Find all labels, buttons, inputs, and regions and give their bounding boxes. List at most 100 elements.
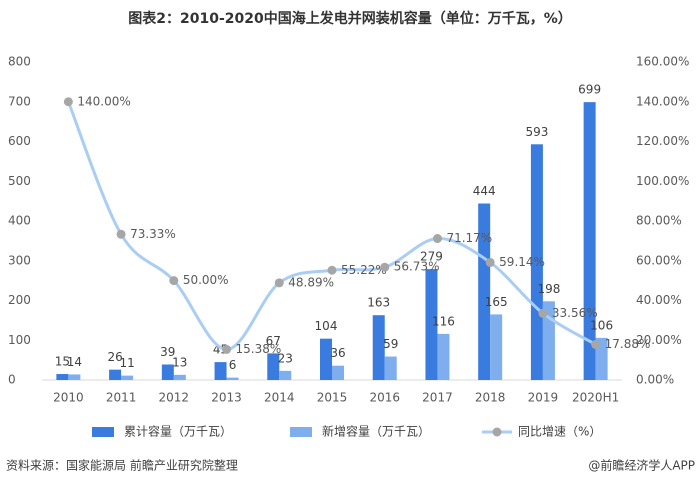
line-marker [274, 278, 284, 288]
legend-label: 同比增速（%） [518, 425, 601, 439]
legend-swatch [290, 427, 312, 437]
bar [425, 269, 438, 380]
bar-label: 59 [383, 337, 398, 351]
y2-tick-label: 40.00% [636, 293, 682, 307]
line-marker [538, 308, 548, 318]
line-marker [432, 234, 442, 244]
y2-tick-label: 0.00% [636, 373, 674, 387]
bar [320, 338, 332, 380]
legend-label: 新增容量（万千瓦） [322, 424, 430, 439]
line [66, 101, 597, 351]
line-label: 59.14% [499, 255, 545, 269]
legend-swatch [92, 427, 114, 437]
line-marker [380, 262, 390, 272]
y2-tick-label: 80.00% [636, 214, 682, 228]
bar [279, 370, 292, 380]
chart-title: 图表2：2010-2020中国海上发电并网装机容量（单位：万千瓦，%） [128, 10, 572, 27]
bar [267, 353, 280, 380]
x-tick-label: 2014 [264, 391, 295, 405]
credit: @前瞻经济学人APP [588, 458, 695, 473]
line-label: 71.17% [446, 231, 492, 245]
y2-tick-label: 60.00% [636, 253, 682, 267]
bar-label: 593 [525, 125, 548, 139]
x-tick-label: 2019 [528, 391, 559, 405]
line-marker [591, 339, 601, 349]
y2-tick-label: 120.00% [636, 134, 689, 148]
bar [372, 315, 385, 380]
line-marker [222, 344, 232, 354]
bar [109, 369, 122, 380]
bar-label: 444 [473, 184, 496, 198]
x-tick-label: 2016 [369, 391, 400, 405]
y-tick-label: 600 [8, 134, 31, 148]
bar-label: 14 [67, 355, 82, 369]
line-label: 73.33% [130, 227, 176, 241]
line-label: 140.00% [77, 94, 130, 108]
bar [161, 364, 174, 380]
bar [530, 144, 543, 380]
bar-label: 11 [119, 356, 134, 370]
bar [478, 203, 491, 380]
y-tick-label: 0 [8, 373, 16, 387]
y2-tick-label: 100.00% [636, 174, 689, 188]
line-label: 50.00% [183, 273, 229, 287]
bar-label: 279 [420, 250, 443, 264]
bar-label: 23 [278, 351, 293, 365]
line-label: 15.38% [236, 342, 282, 356]
bar-label: 699 [578, 83, 601, 97]
bar [437, 333, 450, 380]
x-tick-label: 2012 [159, 391, 190, 405]
bar-label: 104 [315, 319, 338, 333]
line-label: 56.73% [394, 260, 440, 274]
bar-label: 6 [229, 358, 237, 372]
x-tick-label: 2020H1 [572, 391, 619, 405]
y-tick-label: 800 [8, 55, 31, 69]
bar [583, 102, 596, 381]
y-tick-label: 200 [8, 293, 31, 307]
line-marker [485, 257, 495, 267]
line-marker [116, 229, 126, 239]
bar-label: 165 [485, 295, 508, 309]
y2-tick-label: 20.00% [636, 333, 682, 347]
y-tick-label: 500 [8, 174, 31, 188]
bar-label: 36 [330, 346, 345, 360]
bar [121, 375, 134, 380]
y-tick-label: 400 [8, 214, 31, 228]
y2-tick-label: 140.00% [636, 94, 689, 108]
bar [332, 365, 344, 380]
bar [68, 374, 81, 380]
line-label: 48.89% [288, 275, 334, 289]
bar-label: 198 [537, 282, 560, 296]
line-marker [169, 276, 179, 286]
line-marker [63, 97, 73, 107]
line-label: 33.56% [552, 306, 598, 320]
y2-tick-label: 160.00% [636, 55, 689, 69]
y-tick-label: 100 [8, 333, 31, 347]
x-tick-label: 2013 [211, 391, 242, 405]
bar [56, 374, 69, 380]
x-tick-label: 2018 [475, 391, 506, 405]
bar [226, 377, 239, 380]
bar-label: 26 [107, 350, 122, 364]
bar [173, 374, 186, 380]
line-label: 17.88% [605, 337, 651, 351]
line-marker [327, 265, 337, 275]
legend-label: 累计容量（万千瓦） [124, 424, 232, 439]
bar-label: 116 [432, 314, 455, 328]
bar-label: 163 [367, 296, 390, 310]
bar-label: 13 [172, 355, 187, 369]
bar [384, 356, 397, 380]
bar-label: 67 [266, 334, 281, 348]
x-tick-label: 2011 [106, 391, 137, 405]
source: 资料来源：国家能源局 前瞻产业研究院整理 [6, 458, 238, 473]
y-tick-label: 700 [8, 94, 31, 108]
x-tick-label: 2010 [53, 391, 84, 405]
legend-swatch [492, 427, 502, 437]
x-tick-label: 2017 [422, 391, 453, 405]
bar-label: 106 [590, 318, 613, 332]
bar [490, 314, 503, 380]
bar-label: 15 [55, 355, 70, 369]
bar [595, 337, 608, 380]
line-label: 55.22% [341, 263, 387, 277]
